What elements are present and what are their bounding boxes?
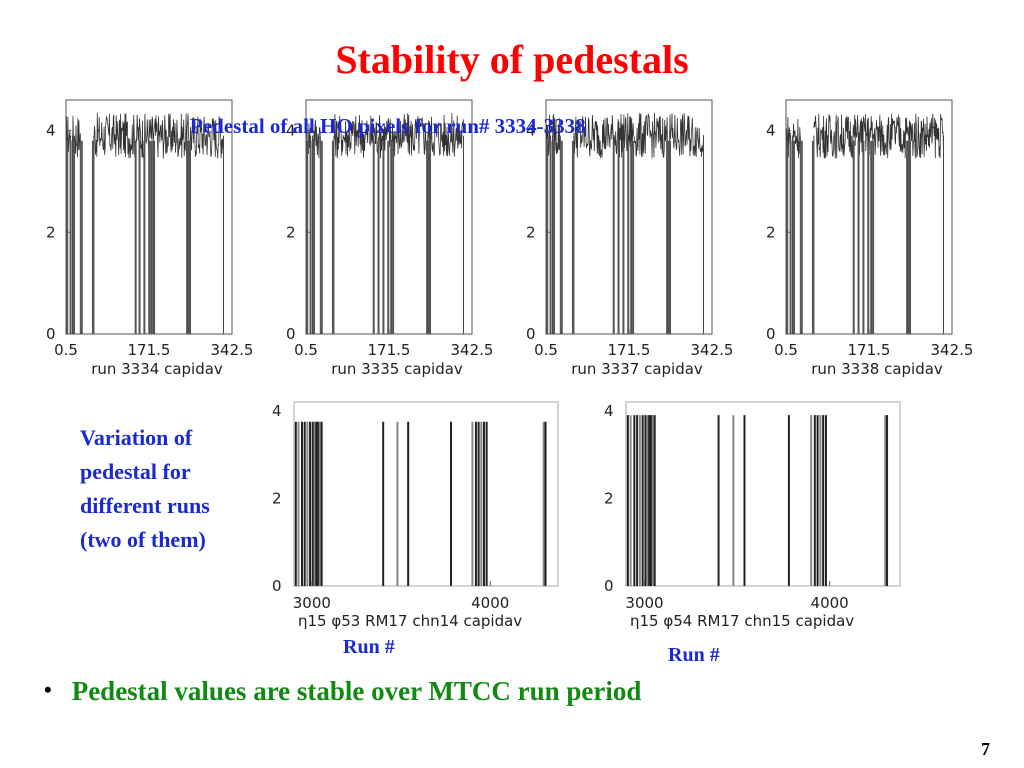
y-tick-label: 4 <box>272 402 282 420</box>
x-tick-label: 171.5 <box>848 341 891 359</box>
y-tick-label: 0 <box>526 325 536 343</box>
bullet-text: Pedestal values are stable over MTCC run… <box>71 676 642 706</box>
x-axis-label: run 3337 capidav <box>571 360 703 378</box>
bullet-dot-icon: • <box>44 677 52 702</box>
x-tick-label: 342.5 <box>211 341 254 359</box>
x-tick-label: 4000 <box>811 594 849 612</box>
variation-note-line-3: different runs <box>80 493 210 518</box>
y-tick-label: 4 <box>286 122 296 140</box>
pedestal-trace <box>333 112 464 159</box>
run-label-left: Run # <box>343 636 395 658</box>
y-tick-label: 2 <box>286 223 296 241</box>
pedestal-trace <box>65 116 71 156</box>
slide-title: Stability of pedestals <box>335 37 689 82</box>
x-axis-label: run 3338 capidav <box>811 360 943 378</box>
y-tick-label: 2 <box>526 223 536 241</box>
y-tick-label: 2 <box>604 489 614 507</box>
x-tick-label: 171.5 <box>128 341 171 359</box>
variation-note-line-2: pedestal for <box>80 459 191 484</box>
y-tick-label: 4 <box>766 122 776 140</box>
y-tick-label: 4 <box>46 122 56 140</box>
y-tick-label: 0 <box>766 325 776 343</box>
pedestal-trace <box>93 112 224 159</box>
bullet-point: • Pedestal values are stable over MTCC ru… <box>44 676 641 707</box>
plot-subtitle: Pedestal of all HO pixels for run# 3334-… <box>190 114 586 138</box>
variation-note: Variation of pedestal for different runs… <box>80 421 210 557</box>
variation-note-line-4: (two of them) <box>80 527 206 552</box>
x-tick-label: 342.5 <box>451 341 494 359</box>
x-tick-label: 3000 <box>625 594 663 612</box>
y-tick-label: 2 <box>46 223 56 241</box>
y-tick-label: 2 <box>766 223 776 241</box>
x-tick-label: 171.5 <box>368 341 411 359</box>
plot-frame <box>625 401 901 587</box>
y-tick-label: 0 <box>604 577 614 595</box>
y-tick-label: 0 <box>46 325 56 343</box>
pedestal-trace <box>573 112 704 159</box>
x-tick-label: 3000 <box>293 594 331 612</box>
y-tick-label: 0 <box>286 325 296 343</box>
x-axis-label: run 3335 capidav <box>331 360 463 378</box>
run-label-right: Run # <box>668 644 720 666</box>
x-axis-label: run 3334 capidav <box>91 360 223 378</box>
pedestal-trace <box>792 119 801 159</box>
pedestal-trace <box>813 113 944 159</box>
x-tick-label: 4000 <box>471 594 509 612</box>
x-tick-label: 0.5 <box>534 341 558 359</box>
y-tick-label: 2 <box>272 489 282 507</box>
page-number: 7 <box>981 739 990 759</box>
y-tick-label: 0 <box>272 577 282 595</box>
pedestal-trace <box>312 119 321 158</box>
x-axis-label: η15 φ53 RM17 chn14 capidav <box>298 612 522 630</box>
plot-frame <box>293 401 559 587</box>
x-tick-label: 0.5 <box>54 341 78 359</box>
x-tick-label: 171.5 <box>608 341 651 359</box>
x-tick-label: 342.5 <box>691 341 734 359</box>
y-tick-label: 4 <box>526 122 536 140</box>
x-tick-label: 0.5 <box>774 341 798 359</box>
x-axis-label: η15 φ54 RM17 chn15 capidav <box>630 612 854 630</box>
y-tick-label: 4 <box>604 402 614 420</box>
variation-note-line-1: Variation of <box>80 425 193 450</box>
x-tick-label: 342.5 <box>931 341 974 359</box>
x-tick-label: 0.5 <box>294 341 318 359</box>
